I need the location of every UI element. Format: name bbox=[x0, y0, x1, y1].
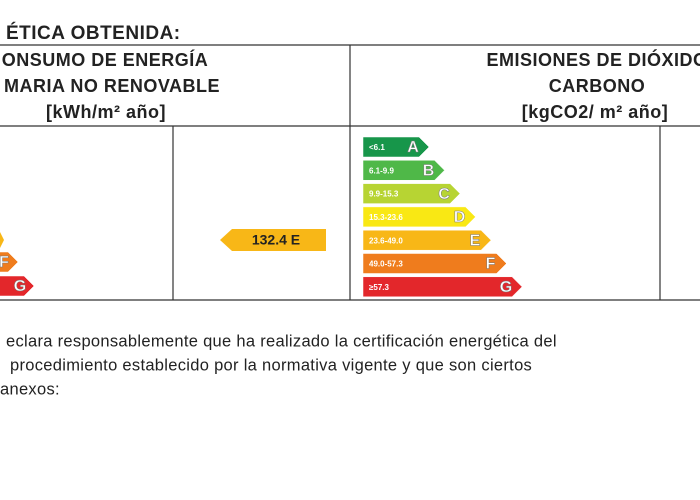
scale-letter: G bbox=[500, 279, 512, 296]
content: <6.1 A 6.1-9.9 B 9.9-15.3 C 15.3-23.6 D 23.6-49.… bbox=[0, 136, 557, 398]
table bbox=[0, 44, 700, 301]
scale-arrow bbox=[362, 276, 523, 298]
header-text: EMISIONES DE DIÓXIDO bbox=[486, 49, 700, 70]
scale-arrow bbox=[0, 275, 35, 297]
scale-letter: F bbox=[0, 254, 9, 271]
scale-arrow bbox=[362, 206, 476, 228]
header-units: [kWh/m² año] bbox=[46, 102, 166, 122]
header-units: [kgCO2/ m² año] bbox=[522, 102, 669, 122]
scale-letter: F bbox=[486, 256, 496, 273]
scale-range: 23.6-49.0 bbox=[369, 236, 403, 245]
scale-range: 49.0-57.3 bbox=[369, 260, 403, 269]
scale-letter: D bbox=[454, 209, 466, 226]
header-text: ONSUMO DE ENERGÍA bbox=[2, 49, 209, 70]
scale-arrow bbox=[0, 251, 19, 273]
scale-arrow bbox=[0, 232, 4, 248]
scale-range: <6.1 bbox=[369, 143, 385, 152]
paragraph-line: anexos: bbox=[0, 380, 60, 398]
scale-letter: C bbox=[438, 186, 450, 203]
rating-arrow bbox=[220, 229, 326, 251]
rating-label: 132.4 E bbox=[252, 232, 300, 248]
scale-range: ≥57.3 bbox=[369, 283, 390, 292]
scale-arrow bbox=[362, 183, 461, 204]
scale-letter: B bbox=[423, 163, 435, 180]
paragraph-line: eclara responsablemente que ha realizado… bbox=[6, 332, 557, 350]
header-text: MARIA NO RENOVABLE bbox=[4, 76, 220, 96]
scale-letter: A bbox=[407, 139, 419, 156]
scale-letter: G bbox=[14, 278, 26, 295]
scale-range: 9.9-15.3 bbox=[369, 190, 399, 199]
scale-arrow bbox=[362, 229, 492, 251]
scale-range: 15.3-23.6 bbox=[369, 213, 403, 222]
scale-range: 6.1-9.9 bbox=[369, 166, 394, 175]
header-text: CARBONO bbox=[549, 76, 646, 96]
paragraph-line: procedimiento establecido por la normati… bbox=[10, 356, 532, 374]
scale-letter: E bbox=[470, 232, 481, 249]
scale-arrow bbox=[362, 136, 430, 158]
section-title: ÉTICA OBTENIDA: bbox=[6, 22, 181, 44]
scale-arrow bbox=[362, 253, 507, 274]
scale-arrow bbox=[362, 160, 445, 181]
